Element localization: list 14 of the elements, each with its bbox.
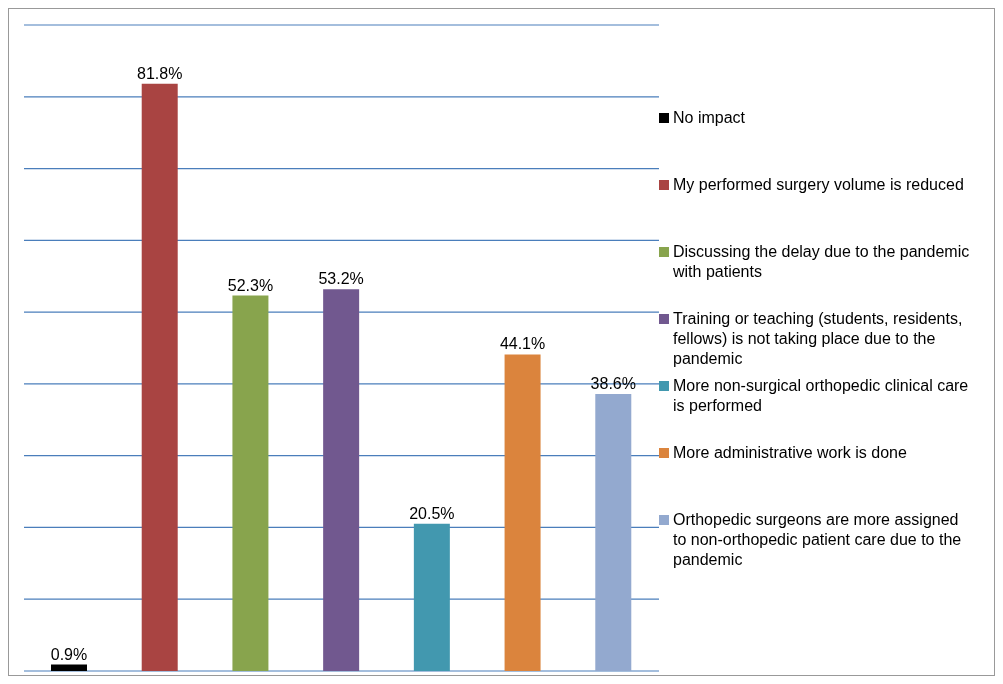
legend-label: Orthopedic surgeons are more assigned to non-orthopedic patient care due to the pandemic xyxy=(673,509,963,570)
legend-label: My performed surgery volume is reduced xyxy=(673,174,965,195)
legend-label: Training or teaching (students, residents, fellows) is not taking place due to the pandemic xyxy=(673,308,964,369)
data-label: 81.8% xyxy=(137,64,183,82)
data-label: 20.5% xyxy=(409,504,455,522)
data-label: 0.9% xyxy=(50,645,88,663)
data-label: 44.1% xyxy=(499,335,546,353)
legend-label: More administrative work is done xyxy=(673,442,908,463)
legend-label: Discussing the delay due to the pandemic with patients xyxy=(673,241,971,282)
data-label: 38.6% xyxy=(590,374,636,392)
legend-label: No impact xyxy=(673,107,747,128)
data-label: 52.3% xyxy=(227,276,274,294)
data-label: 53.2% xyxy=(318,270,364,288)
legend-label: More non-surgical orthopedic clinical care is performed xyxy=(673,375,970,416)
